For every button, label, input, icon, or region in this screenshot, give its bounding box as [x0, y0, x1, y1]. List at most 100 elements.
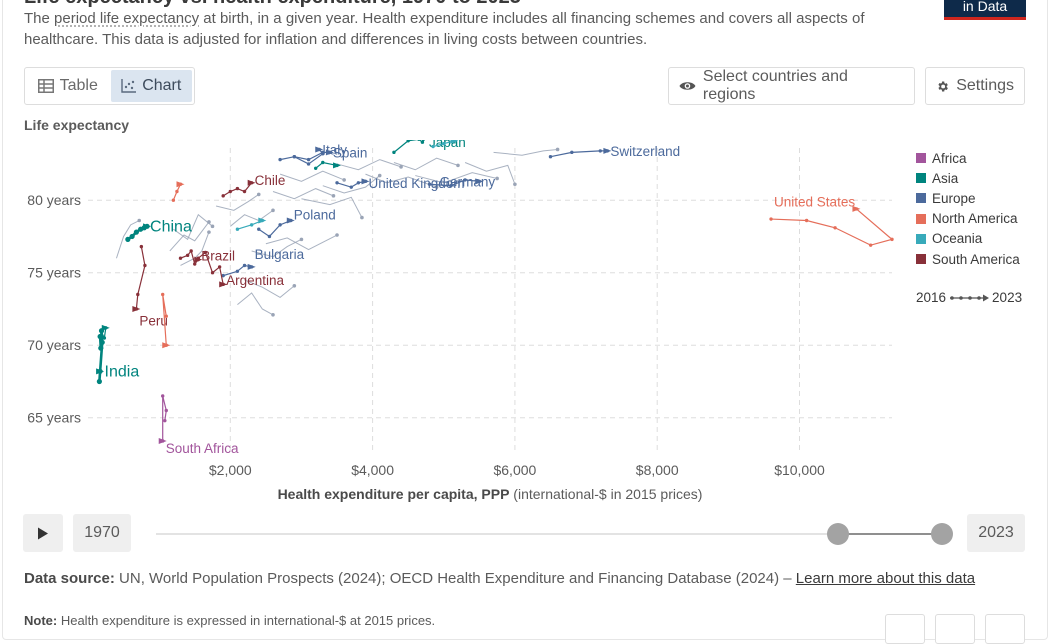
note-label: Note: [24, 613, 58, 628]
background-trace-point [555, 147, 560, 152]
series-point [306, 162, 311, 166]
y-tick-label: 70 years [27, 337, 81, 353]
series-point [833, 226, 837, 230]
series-point [99, 329, 103, 333]
legend-swatch [916, 193, 926, 204]
chart-subtitle: The period life expectancy at birth, in … [24, 8, 924, 50]
timeline-start-year[interactable]: 1970 [73, 514, 131, 552]
background-trace-point [137, 218, 142, 223]
y-tick-label: 80 years [27, 192, 81, 208]
learn-more-link[interactable]: Learn more about this data [795, 570, 976, 587]
series-point [868, 243, 873, 247]
series-point [96, 378, 102, 385]
series-arrowhead [176, 181, 185, 188]
background-trace [251, 238, 302, 258]
settings-label: Settings [956, 77, 1014, 94]
tab-chart[interactable]: Chart [110, 70, 192, 102]
background-trace-point [495, 176, 499, 181]
background-trace-point [271, 208, 275, 213]
series-point [164, 408, 168, 413]
timeline-end-handle[interactable] [931, 523, 953, 545]
series-label: Germany [440, 174, 496, 189]
series-point [161, 292, 165, 297]
background-trace [493, 148, 558, 156]
select-countries-button[interactable]: Select countries and regions [668, 67, 915, 105]
legend-label: Europe [932, 190, 976, 206]
y-axis-label: Life expectancy [24, 117, 130, 133]
tab-table[interactable]: Table [27, 70, 109, 102]
series-line [162, 395, 167, 441]
series-point [217, 265, 222, 269]
chart-note: Note: Health expenditure is expressed in… [24, 613, 435, 628]
fullscreen-button[interactable] [985, 614, 1025, 644]
series-point [178, 256, 183, 260]
y-tick-label: 65 years [27, 410, 81, 426]
background-trace-point [207, 230, 211, 234]
legend-item[interactable]: Europe [916, 188, 1020, 208]
background-trace [237, 292, 274, 316]
background-trace-point [342, 178, 346, 182]
background-trace [336, 159, 402, 171]
background-trace [173, 213, 213, 241]
series-point [242, 189, 247, 194]
legend-item[interactable]: South America [916, 249, 1020, 269]
series-arrowhead [158, 437, 167, 444]
series-point [321, 160, 325, 165]
share-button[interactable] [935, 614, 975, 644]
background-trace [169, 221, 210, 252]
series-label: Poland [294, 208, 336, 223]
series-point [267, 234, 272, 239]
tab-table-label: Table [59, 77, 98, 94]
series-arrowhead [143, 223, 152, 230]
series-arrowhead [333, 162, 342, 169]
x-tick-label: $8,000 [636, 462, 679, 478]
series-label: Switzerland [610, 144, 680, 159]
series-point [449, 184, 453, 188]
background-trace [393, 157, 459, 171]
table-icon [37, 79, 54, 93]
timeline-end-year[interactable]: 2023 [967, 514, 1025, 552]
background-trace [229, 209, 274, 227]
series-label: Chile [255, 173, 286, 188]
period-life-expectancy-link[interactable]: period life expectancy [54, 10, 200, 27]
series-point [306, 157, 311, 162]
settings-button[interactable]: Settings [925, 67, 1025, 105]
background-trace [115, 220, 140, 259]
legend-item[interactable]: Asia [916, 168, 1020, 188]
download-button[interactable] [885, 614, 925, 644]
timeline-start-handle[interactable] [827, 523, 849, 545]
series-point [133, 229, 139, 235]
series-line [393, 140, 425, 153]
series-point [278, 223, 282, 227]
timeline-track[interactable] [156, 533, 942, 535]
series-point [321, 150, 325, 155]
series-point [196, 256, 200, 260]
legend-item[interactable]: Africa [916, 148, 1020, 168]
series-point [129, 233, 135, 240]
play-button[interactable] [23, 514, 63, 552]
series-point [98, 345, 104, 351]
scatter-chart-icon [121, 79, 137, 93]
background-trace [265, 234, 338, 251]
background-trace [464, 162, 516, 185]
background-trace [322, 175, 381, 194]
series-point [175, 189, 179, 194]
series-point [221, 273, 225, 278]
series-arrowhead [286, 217, 295, 224]
region-legend: Africa Asia Europe North America Oceania Sout… [916, 148, 1020, 269]
tab-chart-label: Chart [142, 77, 182, 94]
series-arrowhead [101, 324, 110, 331]
owid-logo[interactable]: in Data [944, 0, 1026, 20]
background-trace-point [456, 163, 460, 168]
series-arrowhead [258, 217, 267, 224]
series-point [420, 140, 425, 144]
series-point [257, 227, 261, 231]
legend-item[interactable]: Oceania [916, 229, 1020, 249]
series-point [804, 218, 809, 223]
x-axis-label-bold: Health expenditure per capita, PPP [277, 486, 510, 502]
series-point [769, 217, 773, 221]
series-point [442, 141, 446, 146]
background-trace-point [210, 224, 215, 229]
series-arrowhead [852, 205, 861, 212]
legend-item[interactable]: North America [916, 209, 1020, 229]
